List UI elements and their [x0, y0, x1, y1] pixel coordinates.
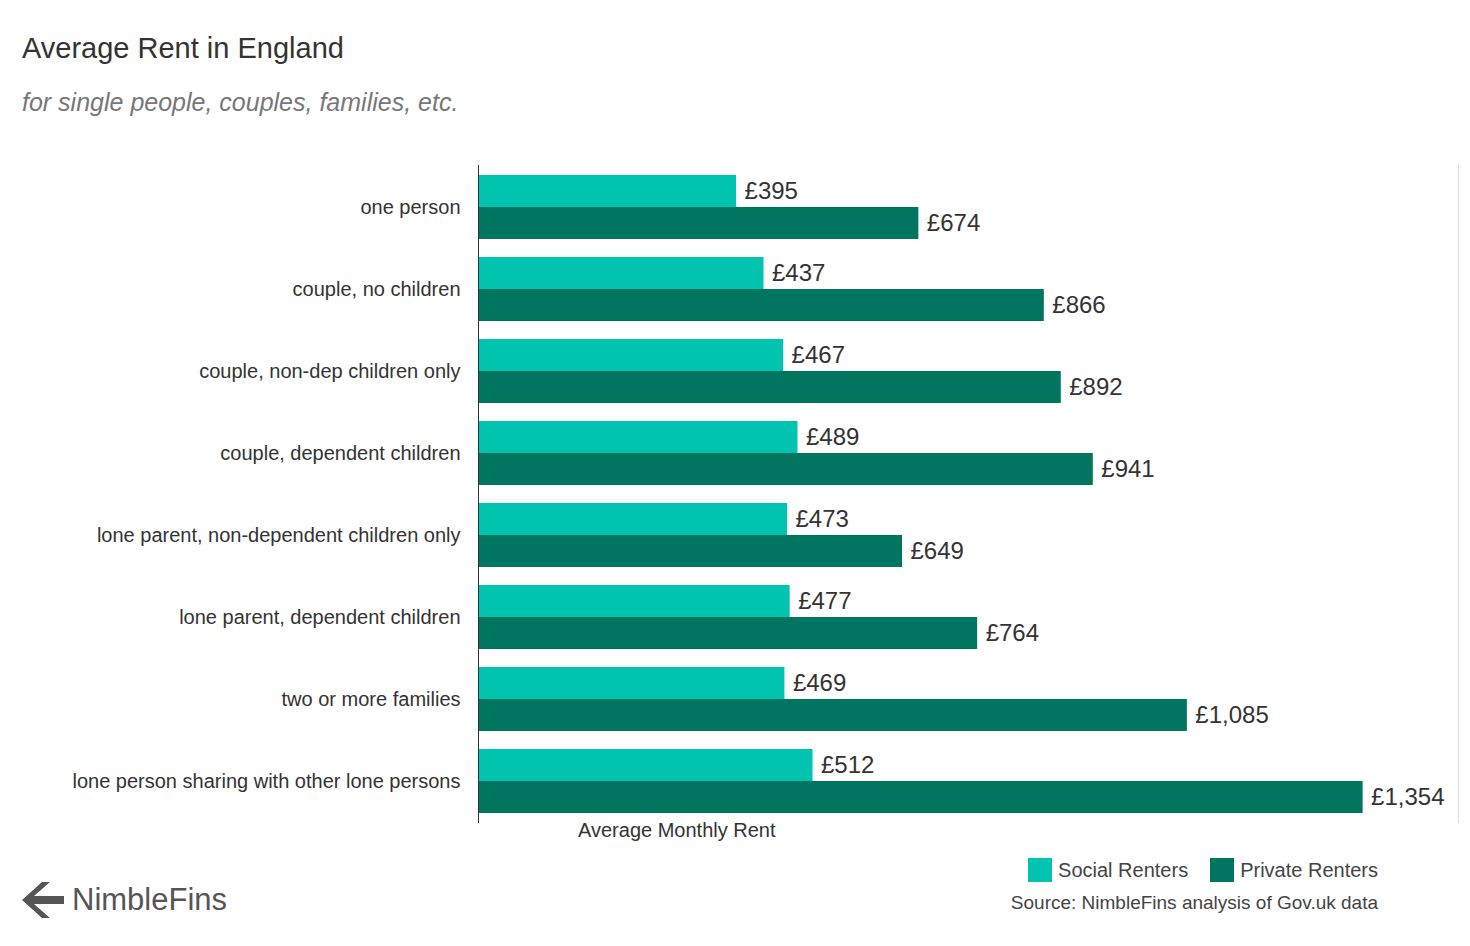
svg-text:£674: £674 [927, 209, 980, 236]
svg-text:lone parent, non-dependent chi: lone parent, non-dependent children only [97, 524, 461, 546]
svg-text:£437: £437 [772, 259, 825, 286]
svg-text:£1,354: £1,354 [1371, 783, 1444, 810]
svg-text:couple, non-dep children only: couple, non-dep children only [199, 360, 460, 382]
html-text:Social Renters: Social Renters [1058, 858, 1189, 881]
svg-text:£892: £892 [1069, 373, 1122, 400]
html-text:Source: NimbleFins analysis of: Source: NimbleFins analysis of Gov.uk da… [1010, 892, 1378, 913]
svg-text:couple, dependent children: couple, dependent children [220, 442, 460, 464]
svg-text:£1,085: £1,085 [1195, 701, 1268, 728]
html-text:NimbleFins: NimbleFins [72, 882, 227, 917]
svg-text:£469: £469 [793, 669, 846, 696]
svg-text:one person: one person [360, 196, 460, 218]
svg-text:£473: £473 [796, 505, 849, 532]
svg-text:£395: £395 [745, 177, 798, 204]
svg-text:£866: £866 [1052, 291, 1105, 318]
svg-text:two or more families: two or more families [282, 688, 461, 710]
svg-text:£941: £941 [1101, 455, 1154, 482]
html-text:Average Rent in England: Average Rent in England [22, 32, 344, 64]
svg-text:£477: £477 [798, 587, 851, 614]
svg-text:couple, no children: couple, no children [293, 278, 461, 300]
svg-text:£489: £489 [806, 423, 859, 450]
svg-text:£764: £764 [986, 619, 1039, 646]
svg-text:£467: £467 [792, 341, 845, 368]
html-text:for single people, couples, fa: for single people, couples, families, et… [22, 88, 459, 116]
svg-text:lone parent, dependent childre: lone parent, dependent children [179, 606, 460, 628]
html-text:Private Renters: Private Renters [1240, 858, 1378, 881]
svg-text:£512: £512 [821, 751, 874, 778]
svg-text:£649: £649 [911, 537, 964, 564]
html-text:Average Monthly Rent: Average Monthly Rent [578, 819, 776, 841]
svg-text:lone person sharing with other: lone person sharing with other lone pers… [72, 770, 460, 792]
